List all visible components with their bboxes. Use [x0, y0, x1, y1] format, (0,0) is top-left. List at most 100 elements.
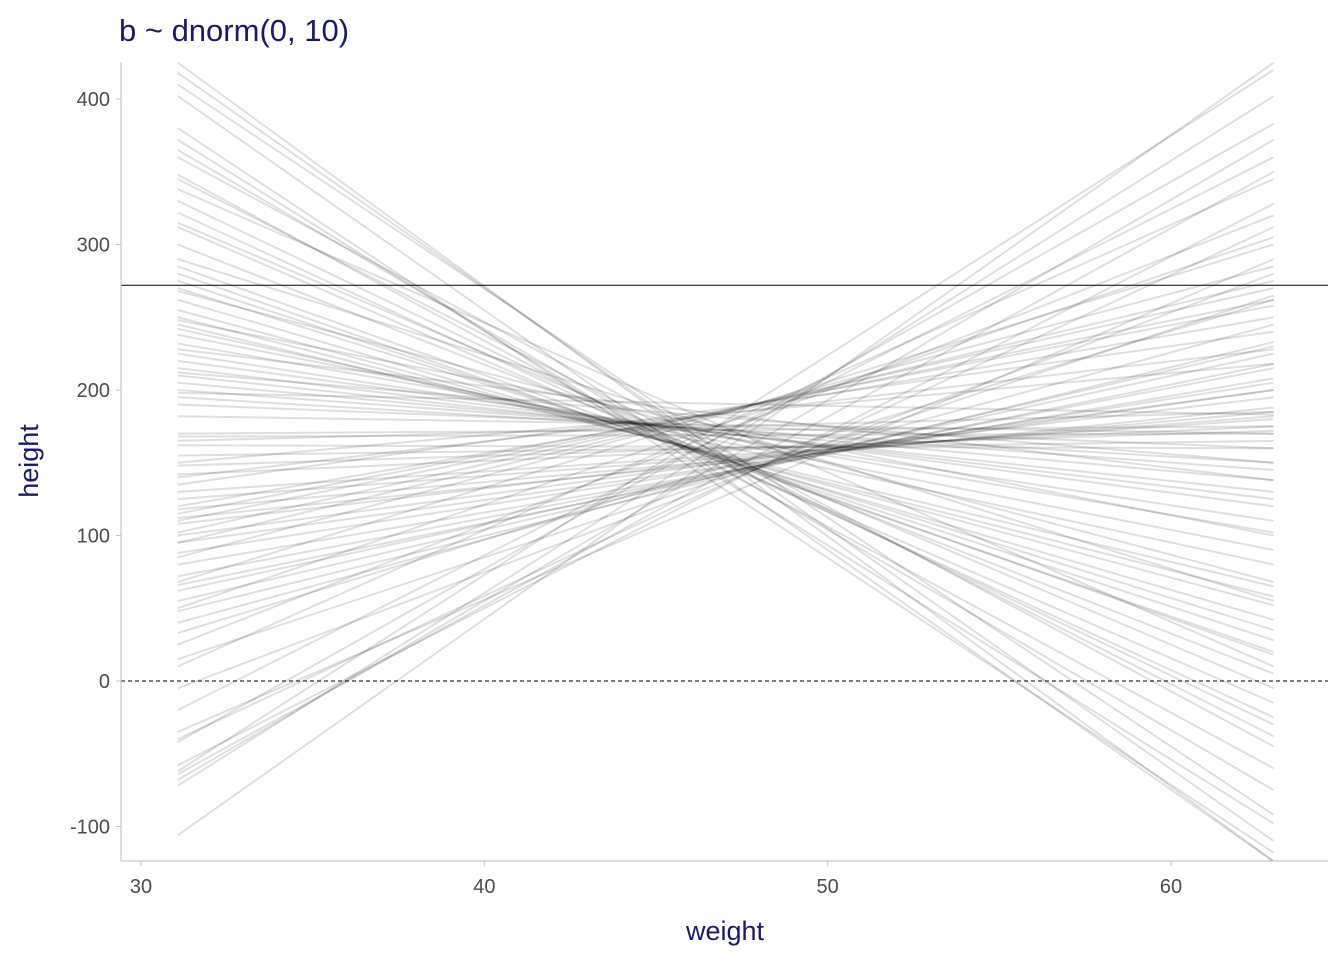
- prior-line-18: [177, 389, 1274, 544]
- prior-line-51: [177, 138, 1275, 825]
- prior-line-39: [177, 304, 1274, 515]
- prior-line-1: [177, 95, 1275, 787]
- prior-line-53: [177, 173, 1275, 770]
- prior-line-35: [177, 236, 1274, 610]
- prior-line-61: [177, 279, 1274, 642]
- prior-line-4: [177, 202, 1275, 767]
- prior-line-80: [177, 410, 1274, 442]
- prior-line-54: [177, 178, 1275, 738]
- prior-line-57: [177, 226, 1275, 704]
- x-tick-label: 50: [817, 876, 839, 898]
- prior-line-45: [177, 279, 1274, 544]
- prior-line-86: [177, 319, 1274, 537]
- prior-line-81: [177, 156, 1275, 748]
- prior-line-11: [177, 341, 1274, 613]
- prior-line-6: [177, 258, 1275, 733]
- prior-line-67: [177, 327, 1274, 566]
- prior-line-49: [177, 95, 1275, 861]
- x-tick-label: 30: [130, 876, 152, 898]
- prior-line-59: [177, 265, 1274, 656]
- prior-line-83: [177, 221, 1275, 690]
- prior-line-16: [177, 377, 1274, 566]
- prior-line-21: [177, 406, 1274, 520]
- prior-line-30: [177, 69, 1275, 773]
- prior-line-10: [177, 323, 1274, 624]
- prior-line-88: [177, 371, 1274, 464]
- prior-line-29: [177, 432, 1274, 438]
- y-axis: -100 0 100 200 300 400: [70, 89, 121, 839]
- prior-line-60: [177, 272, 1274, 653]
- prior-line-69: [177, 342, 1274, 534]
- prior-line-63: [177, 298, 1274, 621]
- x-tick-label: 40: [473, 876, 495, 898]
- y-tick-label: -100: [70, 817, 110, 839]
- prior-line-14: [177, 362, 1274, 586]
- prior-line-47: [177, 71, 1275, 842]
- prior-line-33: [177, 178, 1275, 668]
- prior-line-74: [177, 381, 1274, 482]
- prior-line-37: [177, 265, 1274, 559]
- y-axis-title: height: [14, 424, 44, 498]
- prior-line-85: [177, 290, 1274, 584]
- prior-line-55: [177, 199, 1275, 726]
- chart-title: b ~ dnorm(0, 10): [119, 13, 349, 48]
- prior-line-25: [177, 425, 1274, 476]
- prior-line-19: [177, 389, 1274, 537]
- prior-line-79: [177, 425, 1274, 435]
- x-axis-title: weight: [685, 916, 765, 946]
- prior-line-27: [177, 439, 1274, 457]
- prior-line-3: [177, 170, 1275, 775]
- prior-line-77: [177, 403, 1274, 450]
- prior-line-2: [177, 138, 1275, 781]
- prior-line-24: [177, 418, 1274, 493]
- reference-lines-group: [121, 284, 1328, 682]
- prior-line-28: [177, 444, 1274, 450]
- prior-line-43: [177, 362, 1274, 464]
- prior-line-40: [177, 316, 1274, 508]
- prior-line-31: [177, 122, 1275, 743]
- prior-line-87: [177, 348, 1274, 482]
- prior-line-82: [177, 188, 1275, 668]
- prior-line-68: [177, 333, 1274, 552]
- prior-lines-group: [177, 62, 1275, 861]
- prior-line-8: [177, 294, 1274, 661]
- prior-line-13: [177, 352, 1274, 592]
- prior-line-62: [177, 287, 1274, 632]
- prior-line-58: [177, 243, 1275, 675]
- prior-line-89: [177, 391, 1274, 416]
- prior-line-78: [177, 415, 1274, 435]
- prior-line-73: [177, 374, 1274, 493]
- prior-line-22: [177, 410, 1274, 511]
- prior-line-26: [177, 429, 1274, 467]
- prior-line-52: [177, 149, 1275, 791]
- prior-line-15: [177, 367, 1274, 578]
- prior-line-7: [177, 272, 1275, 690]
- prior-line-46: [177, 62, 1275, 861]
- prior-line-44: [177, 298, 1274, 522]
- prior-line-56: [177, 211, 1275, 719]
- y-tick-label: 300: [77, 235, 110, 257]
- prior-line-42: [177, 348, 1274, 479]
- prior-line-0: [177, 62, 1275, 837]
- x-tick-label: 60: [1160, 876, 1182, 898]
- prior-line-34: [177, 214, 1275, 646]
- y-tick-label: 200: [77, 380, 110, 402]
- prior-line-76: [177, 396, 1274, 464]
- prior-line-9: [177, 298, 1274, 634]
- y-tick-label: 0: [99, 671, 110, 693]
- y-tick-label: 400: [77, 89, 110, 111]
- prior-line-12: [177, 345, 1274, 602]
- prior-line-66: [177, 323, 1274, 588]
- prior-line-65: [177, 316, 1274, 598]
- prior-line-17: [177, 381, 1274, 554]
- prior-line-5: [177, 226, 1275, 741]
- prior-line-84: [177, 258, 1274, 602]
- prior-line-36: [177, 243, 1274, 584]
- x-axis: 30 40 50 60: [130, 861, 1182, 898]
- prior-line-72: [177, 367, 1274, 501]
- y-tick-label: 100: [77, 526, 110, 548]
- prior-line-75: [177, 389, 1274, 472]
- prior-line-41: [177, 330, 1274, 486]
- prior-line-71: [177, 359, 1274, 508]
